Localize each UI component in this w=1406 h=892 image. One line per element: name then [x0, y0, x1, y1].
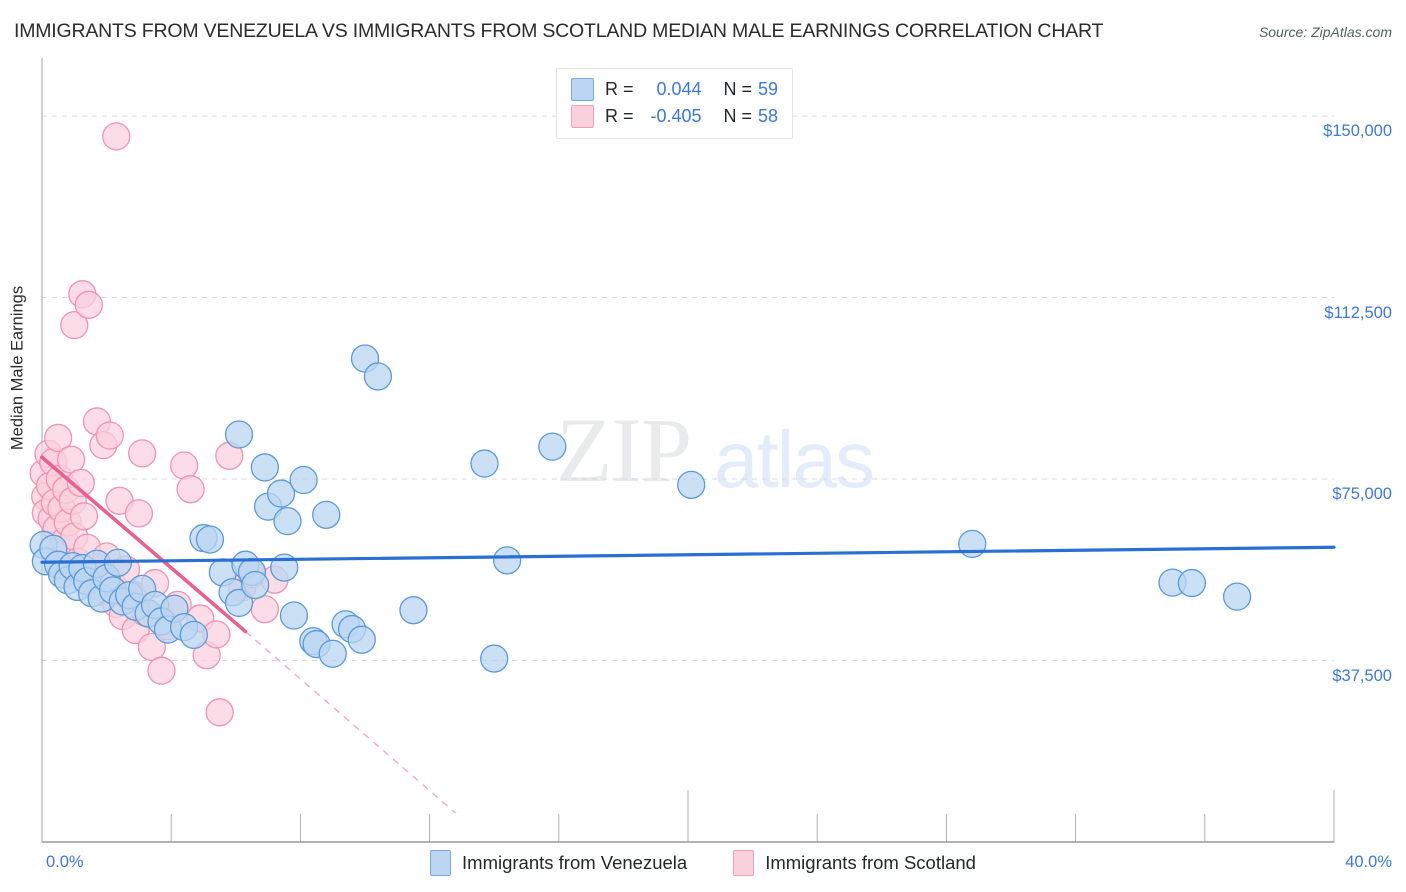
x-axis-min-label: 0.0%: [46, 853, 84, 871]
data-point: [179, 620, 208, 650]
stats-swatch-venezuela: [571, 78, 594, 101]
y-axis-title: Median Male Earnings: [8, 285, 27, 451]
data-point: [176, 475, 205, 504]
stats-r-label-scotland: R =: [605, 106, 634, 126]
data-point: [147, 656, 176, 685]
data-point: [492, 546, 522, 575]
data-point: [538, 432, 567, 461]
trendline-venezuela: [40, 545, 1336, 564]
series-legend: Immigrants from Venezuela Immigrants fro…: [0, 850, 1406, 876]
trendline-extension: [245, 630, 456, 814]
y-axis-tick-label: $112,500: [1324, 303, 1392, 322]
data-point: [677, 470, 706, 499]
data-point: [124, 499, 154, 528]
data-point: [347, 625, 376, 654]
legend-item-scotland[interactable]: Immigrants from Scotland: [733, 850, 976, 876]
data-point: [958, 529, 987, 559]
data-point: [250, 453, 280, 482]
trendline-scotland: [40, 455, 248, 634]
data-point: [195, 525, 225, 554]
data-point: [1177, 568, 1207, 598]
y-axis-tick-label: $150,000: [1323, 122, 1392, 141]
source-attribution: Source: ZipAtlas.com: [1258, 24, 1392, 40]
data-point: [312, 500, 341, 529]
page-title: IMMIGRANTS FROM VENEZUELA VS IMMIGRANTS …: [14, 20, 1104, 42]
trendline-scotland-extension: [245, 630, 456, 814]
x-axis-ticks: [41, 790, 1335, 842]
data-point: [363, 362, 393, 391]
stats-n-label-scotland: N =: [723, 106, 753, 126]
data-point: [74, 290, 103, 319]
stats-n-label-venezuela: N =: [723, 79, 753, 99]
y-axis-tick-label: $75,000: [1332, 485, 1392, 504]
data-point: [66, 468, 95, 498]
data-point: [102, 122, 131, 151]
data-point: [224, 588, 254, 618]
data-point: [169, 451, 199, 480]
stats-n-value-scotland: 58: [758, 106, 779, 126]
stats-r-label-venezuela: R =: [605, 79, 634, 99]
stats-row-venezuela: R = 0.044 N = 59: [571, 76, 778, 103]
data-point: [69, 502, 99, 531]
data-point: [95, 421, 124, 450]
data-point: [43, 423, 73, 453]
x-axis-max-label: 40.0%: [1345, 853, 1392, 871]
legend-label-venezuela: Immigrants from Venezuela: [462, 852, 688, 873]
data-point: [250, 595, 280, 624]
trendline: [40, 455, 248, 634]
data-point: [399, 596, 428, 625]
correlation-stats-legend: R = 0.044 N = 59 R = -0.405 N = 58: [556, 68, 794, 139]
stats-swatch-scotland: [571, 105, 594, 128]
data-point: [266, 479, 296, 508]
stats-n-value-venezuela: 59: [758, 79, 779, 99]
legend-swatch-venezuela: [430, 850, 452, 876]
data-point: [279, 601, 309, 630]
stats-r-value-scotland: -0.405: [650, 106, 702, 126]
trendline: [40, 545, 1336, 564]
data-point: [289, 465, 318, 495]
scatter-plot-svg: [29, 58, 1336, 843]
stats-r-value-venezuela: 0.044: [656, 79, 702, 99]
legend-label-scotland: Immigrants from Scotland: [765, 852, 976, 873]
y-axis-tick-label: $37,500: [1332, 666, 1392, 685]
data-point: [470, 449, 499, 478]
stats-row-scotland: R = -0.405 N = 58: [571, 103, 778, 130]
data-point: [60, 310, 89, 340]
data-point: [273, 506, 302, 536]
data-point: [127, 439, 157, 468]
data-point: [318, 639, 347, 668]
data-point: [241, 570, 270, 600]
data-point: [205, 698, 234, 727]
legend-item-venezuela[interactable]: Immigrants from Venezuela: [430, 850, 687, 876]
data-point: [224, 420, 254, 449]
plot-area: [29, 58, 1336, 843]
data-point: [480, 644, 509, 673]
data-point: [1222, 582, 1252, 611]
legend-swatch-scotland: [733, 850, 755, 876]
